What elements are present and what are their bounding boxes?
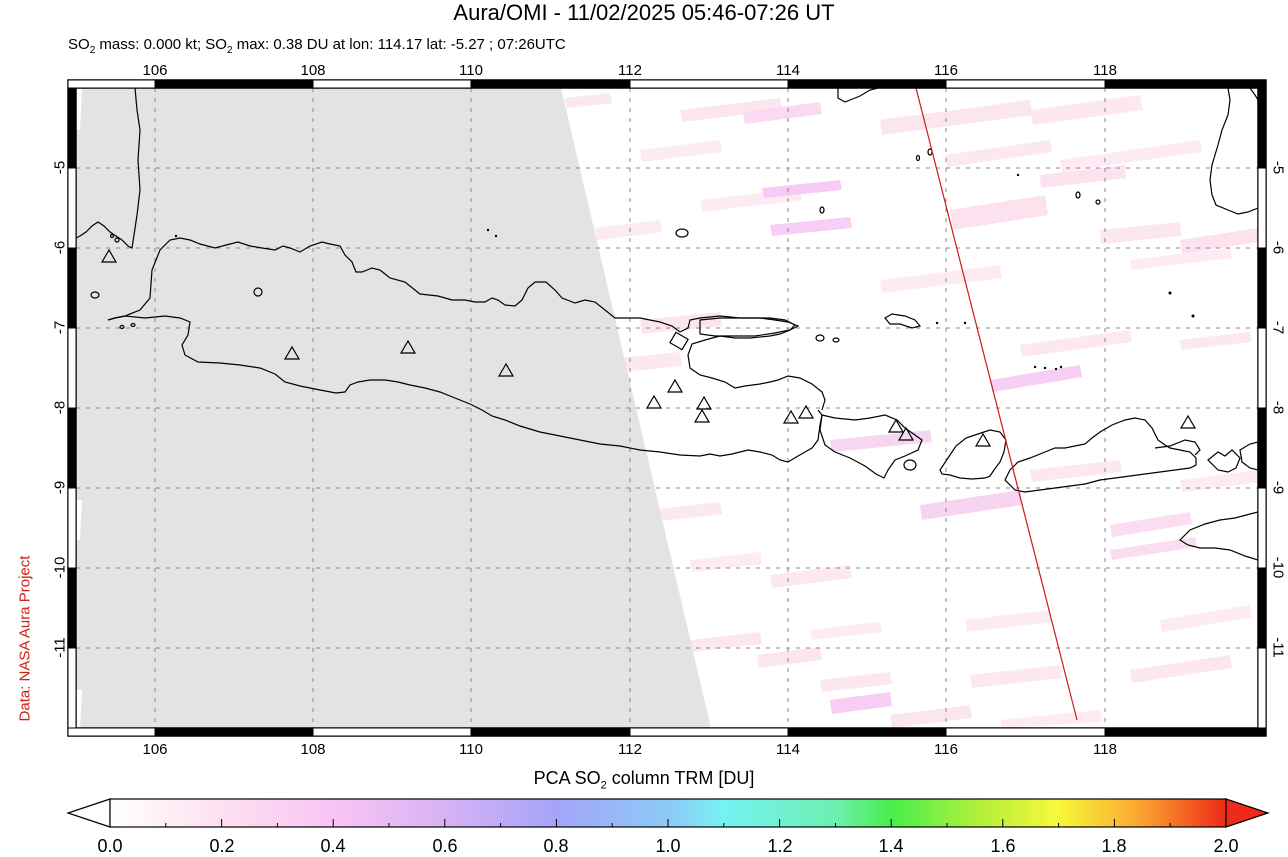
lon-label-top: 114 — [776, 62, 800, 79]
so2-summary: SO2 mass: 0.000 kt; SO2 max: 0.38 DU at … — [68, 36, 566, 60]
lon-label-top: 106 — [142, 62, 168, 79]
colorbar-max-arrow — [1225, 798, 1270, 828]
orbit-track-line — [915, 88, 1078, 721]
colorbar-tick-label: 0.0 — [97, 836, 123, 856]
so2-map — [67, 79, 1267, 737]
summary-sub: 2 — [226, 45, 233, 56]
colorbar-tick-label: 0.8 — [543, 836, 569, 856]
colorbar-tick-label: 0.2 — [209, 836, 235, 856]
lon-label-bottom: 106 — [142, 741, 168, 758]
colorbar-tick-label: 1.2 — [767, 836, 793, 856]
no-data-region — [76, 88, 711, 728]
lon-label-bottom: 112 — [618, 741, 642, 758]
colorbar-tick-label: 1.6 — [990, 836, 1016, 856]
summary-text: mass: 0.000 kt; SO — [95, 36, 227, 53]
coastlines — [76, 88, 1258, 561]
lon-label-top: 108 — [300, 62, 326, 79]
lon-label-top: 118 — [1093, 62, 1117, 79]
map-frame — [67, 79, 1267, 737]
map-title: Aura/OMI - 11/02/2025 05:46-07:26 UT — [453, 0, 835, 25]
colorbar-min-arrow — [66, 798, 111, 828]
colorbar-title-text: column TRM [DU] — [606, 768, 755, 788]
lon-label-top: 110 — [459, 62, 483, 79]
volcano-markers — [100, 248, 1197, 447]
lon-label-bottom: 110 — [459, 741, 483, 758]
colorbar-tick-label: 1.0 — [655, 836, 681, 856]
colorbar-tick-label: 1.4 — [878, 836, 904, 856]
colorbar — [66, 798, 1270, 828]
lon-label-top: 112 — [618, 62, 642, 79]
colorbar-tick-label: 1.8 — [1101, 836, 1127, 856]
colorbar-tick-label: 0.4 — [320, 836, 346, 856]
islets — [174, 173, 1195, 371]
lon-label-bottom: 118 — [1093, 741, 1117, 758]
summary-sub: 2 — [89, 45, 96, 56]
summary-text: max: 0.38 DU at lon: 114.17 lat: -5.27 ;… — [232, 36, 566, 53]
colorbar-title: PCA SO2 column TRM [DU] — [0, 768, 1288, 792]
lon-label-bottom: 108 — [300, 741, 326, 758]
colorbar-tick-label: 0.6 — [432, 836, 458, 856]
summary-text: SO — [68, 36, 90, 53]
colorbar-title-text: PCA SO — [533, 768, 601, 788]
lon-label-top: 116 — [934, 62, 958, 79]
lon-label-bottom: 116 — [934, 741, 958, 758]
lon-label-bottom: 114 — [776, 741, 800, 758]
so2-pixels — [565, 93, 1258, 728]
colorbar-title-sub: 2 — [600, 779, 607, 792]
colorbar-tick-label: 2.0 — [1213, 836, 1239, 856]
graticule — [76, 88, 1258, 728]
